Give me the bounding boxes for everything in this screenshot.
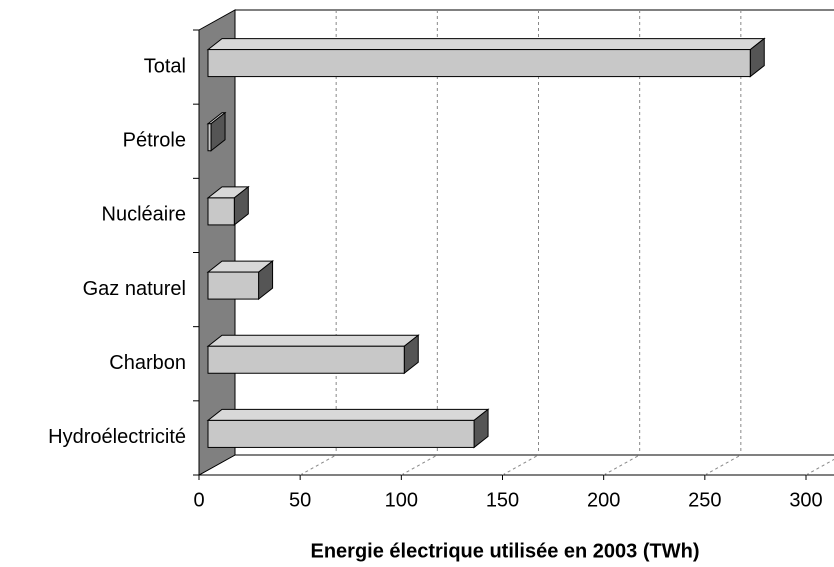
y-tick-label: Total	[144, 55, 186, 77]
bar-top	[206, 334, 420, 347]
side-wall	[198, 9, 236, 476]
floor-grid-line	[401, 454, 438, 476]
bar	[207, 271, 260, 300]
floor-grid-line	[704, 454, 742, 476]
floor-grid-line	[603, 454, 640, 476]
bar	[207, 345, 405, 374]
bar	[207, 197, 235, 226]
bar-top	[206, 408, 490, 421]
x-tick-label: 300	[789, 489, 822, 511]
bar	[207, 419, 475, 448]
bar	[207, 123, 212, 152]
floor-grid-line	[502, 454, 539, 476]
x-tick-label: 250	[688, 489, 721, 511]
y-tick-label: Charbon	[109, 352, 186, 374]
y-tick-label: Hydroélectricité	[48, 426, 186, 448]
floor	[197, 454, 834, 476]
x-axis-title: Energie électrique utilisée en 2003 (TWh…	[310, 540, 699, 562]
floor-grid-line	[805, 458, 834, 476]
floor-grid-line	[299, 454, 337, 476]
x-tick-label: 50	[289, 489, 311, 511]
x-tick-label: 0	[193, 489, 204, 511]
x-tick-label: 150	[486, 489, 519, 511]
y-tick-label: Nucléaire	[102, 204, 186, 226]
y-tick-label: Gaz naturel	[83, 278, 186, 300]
bar-top	[206, 38, 766, 51]
x-tick-label: 100	[385, 489, 418, 511]
bar	[207, 49, 751, 78]
x-tick-label: 200	[587, 489, 620, 511]
y-tick-label: Pétrole	[123, 130, 186, 152]
